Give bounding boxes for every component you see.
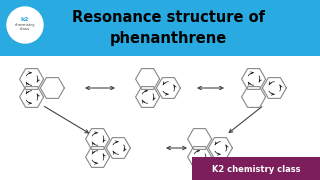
FancyBboxPatch shape xyxy=(0,0,320,56)
Circle shape xyxy=(5,5,45,45)
Text: phenanthrene: phenanthrene xyxy=(109,30,227,46)
FancyBboxPatch shape xyxy=(192,157,320,180)
Text: chemistry
class: chemistry class xyxy=(15,23,35,31)
Text: K2 chemistry class: K2 chemistry class xyxy=(212,165,300,174)
Circle shape xyxy=(7,7,43,43)
Text: k2: k2 xyxy=(21,17,29,21)
Text: Resonance structure of: Resonance structure of xyxy=(71,10,265,24)
